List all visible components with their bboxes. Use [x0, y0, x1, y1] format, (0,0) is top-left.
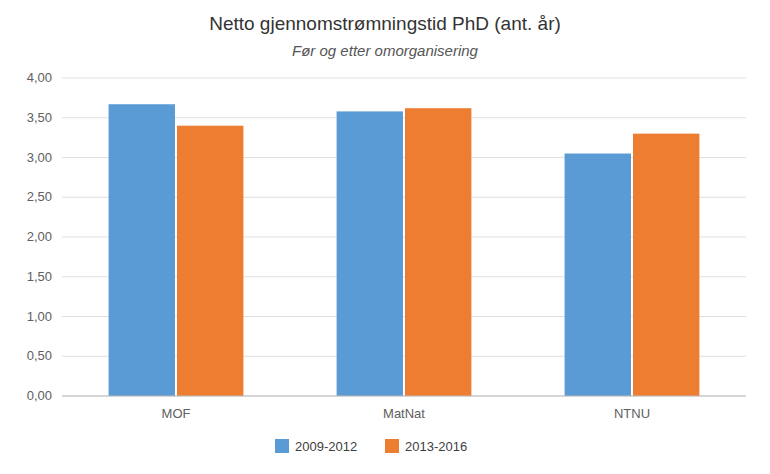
subtitle: Før og etter omorganisering	[292, 42, 479, 59]
y-tick-label: 1,00	[27, 309, 52, 324]
y-tick-label: 2,00	[27, 229, 52, 244]
bar	[405, 108, 471, 396]
bar	[337, 111, 403, 396]
legend-label: 2013-2016	[405, 439, 467, 454]
y-tick-label: 1,50	[27, 269, 52, 284]
y-tick-label: 3,50	[27, 110, 52, 125]
chart-container: Netto gjennomstrømningstid PhD (ant. år)…	[0, 0, 770, 474]
y-tick-label: 3,00	[27, 150, 52, 165]
x-tick-label: MOF	[162, 406, 191, 421]
legend-swatch	[385, 439, 399, 453]
x-tick-label: NTNU	[614, 406, 650, 421]
y-tick-label: 0,50	[27, 348, 52, 363]
legend: 2009-2012 2013-2016	[275, 439, 467, 454]
legend-label: 2009-2012	[295, 439, 357, 454]
y-tick-label: 0,00	[27, 388, 52, 403]
chart: Netto gjennomstrømningstid PhD (ant. år)…	[0, 0, 770, 474]
x-axis-line	[62, 396, 746, 397]
bars	[109, 104, 700, 396]
legend-swatch	[275, 439, 289, 453]
bar	[633, 134, 699, 396]
grid	[62, 78, 746, 396]
bar	[565, 154, 631, 396]
y-tick-label: 4,00	[27, 70, 52, 85]
y-tick-label: 2,50	[27, 189, 52, 204]
title: Netto gjennomstrømningstid PhD (ant. år)	[209, 13, 561, 34]
bar	[177, 126, 243, 396]
bar	[109, 104, 175, 396]
grid-line	[62, 78, 746, 79]
grid-line	[62, 396, 746, 397]
x-tick-label: MatNat	[383, 406, 425, 421]
